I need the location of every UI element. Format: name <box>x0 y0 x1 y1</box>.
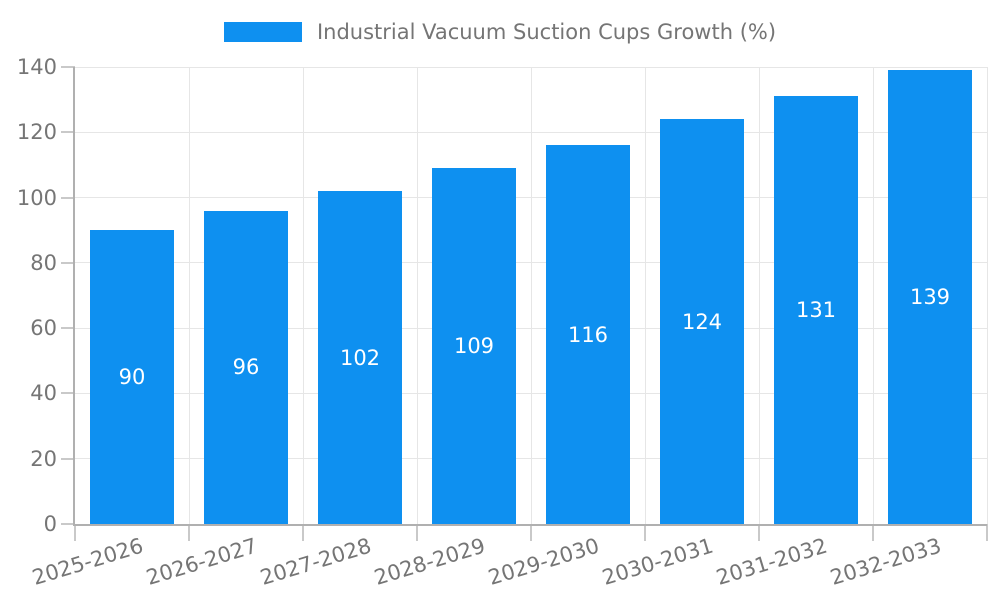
bar <box>204 210 288 524</box>
legend-swatch-icon <box>223 22 302 42</box>
bar-value-label: 116 <box>567 322 609 347</box>
x-tick <box>872 524 874 541</box>
x-tick <box>188 524 190 541</box>
y-tick <box>61 261 75 264</box>
x-tick <box>74 524 76 541</box>
x-tick <box>302 524 304 541</box>
v-gridline <box>986 67 988 524</box>
y-axis-label: 120 <box>16 120 57 145</box>
y-tick <box>61 66 75 68</box>
v-gridline <box>188 67 190 524</box>
x-axis-label: 2029-2030 <box>485 533 602 590</box>
bar <box>318 191 402 524</box>
x-tick <box>416 524 418 541</box>
bar-value-label: 131 <box>795 298 837 323</box>
bar <box>888 70 972 524</box>
x-axis-line <box>73 524 987 526</box>
y-tick <box>61 457 75 460</box>
v-gridline <box>872 67 874 524</box>
bar-value-label: 139 <box>909 285 951 310</box>
x-tick <box>530 524 532 541</box>
y-tick <box>61 196 75 199</box>
y-axis-label: 100 <box>16 185 57 210</box>
x-axis-label: 2028-2029 <box>371 533 488 590</box>
bar <box>660 119 744 524</box>
y-axis-label: 20 <box>30 446 57 471</box>
chart-legend: Industrial Vacuum Suction Cups Growth (%… <box>0 20 1000 44</box>
y-axis-line <box>73 67 75 524</box>
x-axis-label: 2025-2026 <box>29 533 146 590</box>
bar-value-label: 102 <box>339 345 381 370</box>
y-axis-label: 140 <box>16 55 57 79</box>
y-tick <box>61 523 75 525</box>
x-axis-label: 2030-2031 <box>599 533 716 590</box>
y-tick <box>61 392 75 395</box>
x-axis-label: 2032-2033 <box>827 533 944 590</box>
bar-value-label: 96 <box>232 355 260 380</box>
x-axis-label: 2026-2027 <box>143 533 260 590</box>
bar-value-label: 124 <box>681 309 723 334</box>
v-gridline <box>530 67 532 524</box>
v-gridline <box>416 67 418 524</box>
x-tick <box>758 524 760 541</box>
x-tick <box>986 524 988 541</box>
bar <box>90 230 174 524</box>
v-gridline <box>644 67 646 524</box>
legend-label: Industrial Vacuum Suction Cups Growth (%… <box>316 20 777 44</box>
x-tick <box>644 524 646 541</box>
x-axis-label: 2031-2032 <box>713 533 830 590</box>
bar-value-label: 109 <box>453 334 495 359</box>
x-axis-label: 2027-2028 <box>257 533 374 590</box>
y-axis-label: 40 <box>30 381 57 406</box>
bar <box>546 145 630 524</box>
y-axis-label: 0 <box>43 512 57 536</box>
y-axis-label: 80 <box>30 250 57 275</box>
bar <box>432 168 516 524</box>
bar <box>774 96 858 524</box>
y-tick <box>61 131 75 134</box>
v-gridline <box>758 67 760 524</box>
v-gridline <box>302 67 304 524</box>
bar-value-label: 90 <box>118 365 146 390</box>
y-axis-label: 60 <box>30 316 57 341</box>
y-tick <box>61 327 75 330</box>
